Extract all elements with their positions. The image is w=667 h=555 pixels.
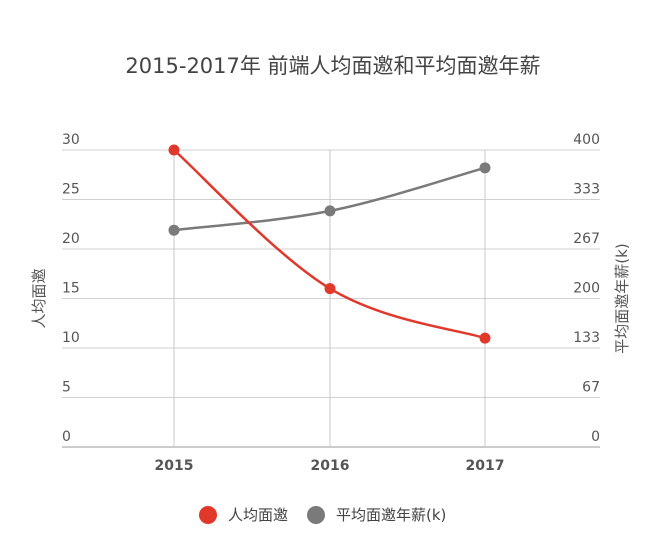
legend-marker-salary[interactable] bbox=[307, 506, 325, 524]
legend-marker-interviews[interactable] bbox=[199, 506, 217, 524]
y-right-tick-label: 200 bbox=[573, 281, 600, 297]
y-left-tick-label: 0 bbox=[62, 429, 71, 445]
y-right-tick-label: 67 bbox=[582, 380, 600, 396]
y-left-tick-label: 5 bbox=[62, 380, 71, 396]
y-right-axis-title: 平均面邀年薪(k) bbox=[613, 243, 631, 353]
y-left-tick-label: 20 bbox=[62, 231, 80, 247]
legend[interactable]: 人均面邀 平均面邀年薪(k) bbox=[199, 506, 446, 524]
data-point-interviews[interactable] bbox=[324, 283, 336, 295]
axes: 0 0 5 67 10 133 15 200 20 267 25 333 30 400 2015 2016 20… bbox=[30, 132, 631, 474]
series-layer bbox=[168, 144, 491, 344]
y-right-tick-label: 133 bbox=[573, 330, 600, 346]
x-tick-label: 2015 bbox=[155, 458, 194, 474]
y-left-tick-label: 15 bbox=[62, 281, 80, 297]
y-left-tick-label: 30 bbox=[62, 132, 80, 148]
y-left-axis-title: 人均面邀 bbox=[30, 268, 48, 328]
legend-label-salary[interactable]: 平均面邀年薪(k) bbox=[336, 506, 446, 524]
y-left-tick-label: 25 bbox=[62, 182, 80, 198]
y-right-tick-label: 333 bbox=[573, 182, 600, 198]
data-point-interviews[interactable] bbox=[168, 144, 180, 156]
y-right-tick-label: 400 bbox=[573, 132, 600, 148]
chart-title: 2015-2017年 前端人均面邀和平均面邀年薪 bbox=[125, 54, 540, 78]
y-right-tick-label: 267 bbox=[573, 231, 600, 247]
x-tick-label: 2016 bbox=[311, 458, 350, 474]
y-right-tick-label: 0 bbox=[591, 429, 600, 445]
grid bbox=[62, 149, 600, 448]
y-left-tick-label: 10 bbox=[62, 330, 80, 346]
x-tick-label: 2017 bbox=[466, 458, 505, 474]
data-point-interviews[interactable] bbox=[479, 332, 491, 344]
data-point-salary[interactable] bbox=[168, 224, 180, 236]
data-point-salary[interactable] bbox=[479, 162, 491, 174]
legend-label-interviews[interactable]: 人均面邀 bbox=[228, 506, 288, 524]
data-point-salary[interactable] bbox=[324, 205, 336, 217]
